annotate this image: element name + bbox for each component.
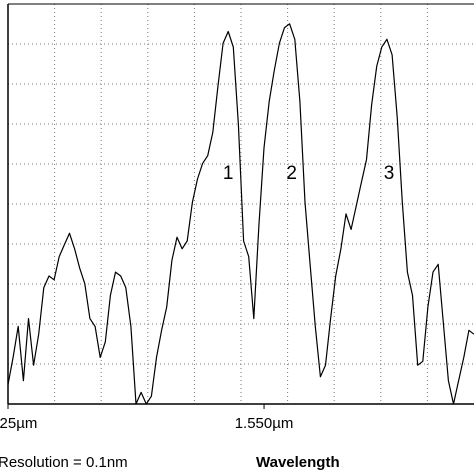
chart-grid — [8, 4, 474, 404]
x-axis-title: Wavelength — [256, 454, 340, 471]
peak-label: 1 — [223, 163, 234, 184]
x-tick-label: 1.525µm — [0, 415, 37, 432]
resolution-note: Resolution = 0.1nm — [0, 454, 128, 471]
plot-frame — [7, 3, 474, 405]
peak-label: 3 — [384, 163, 395, 184]
x-tick-labels: 1.525µm 1.550µm — [0, 404, 293, 432]
peak-label: 2 — [286, 163, 297, 184]
peak-labels: 1 2 3 — [223, 163, 394, 184]
spectrum-line — [7, 23, 474, 405]
x-tick-label: 1.550µm — [235, 415, 294, 432]
